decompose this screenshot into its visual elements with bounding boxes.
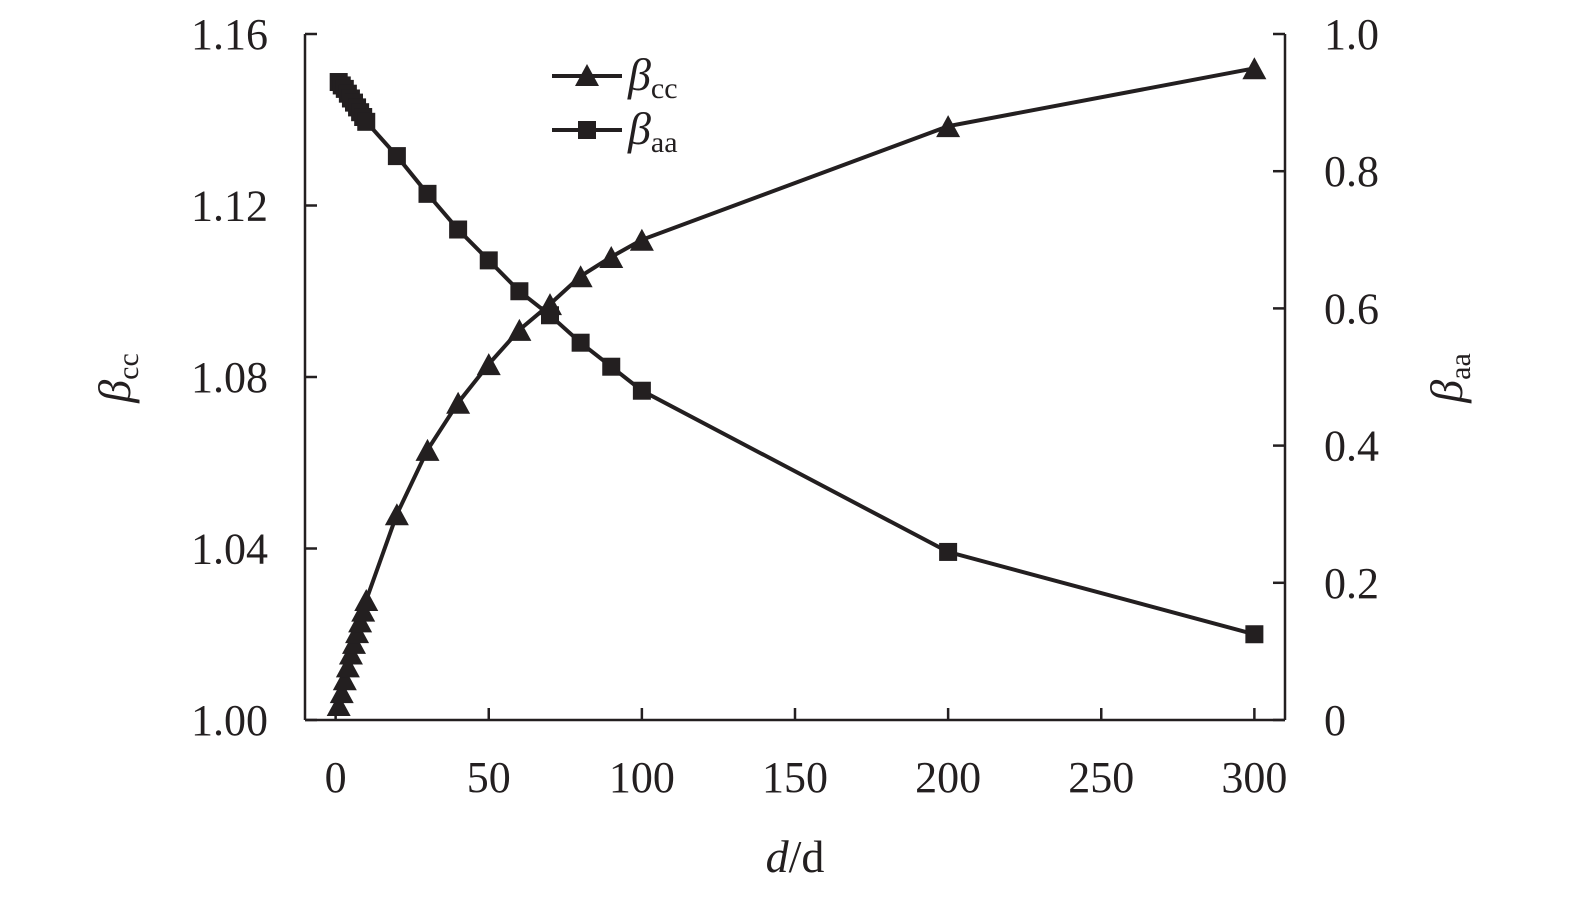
right-y-tick-label: 0.8: [1324, 147, 1379, 196]
left-y-tick-label: 1.16: [191, 10, 268, 59]
point-beta-aa: [418, 184, 437, 203]
x-axis-title: d/d: [766, 831, 825, 882]
right-y-tick-label: 0: [1324, 696, 1346, 745]
point-beta-aa: [571, 333, 590, 352]
x-tick-label: 250: [1068, 753, 1134, 802]
point-beta-cc: [1242, 57, 1267, 80]
right-y-tick-label: 1.0: [1324, 10, 1379, 59]
point-beta-aa: [939, 542, 958, 561]
legend-beta-aa-sub: aa: [651, 126, 678, 159]
left-y-tick-label: 1.00: [191, 696, 268, 745]
right-axis-title-symbol: β: [1421, 380, 1472, 404]
point-beta-aa: [387, 147, 406, 166]
point-beta-cc: [335, 655, 360, 678]
x-tick-label: 300: [1221, 753, 1287, 802]
point-beta-aa: [510, 282, 529, 301]
x-tick-label: 200: [915, 753, 981, 802]
x-axis-title-italic: d: [766, 831, 790, 882]
legend-beta-aa-symbol: β: [627, 103, 651, 154]
left-axis-title-sub: cc: [112, 353, 145, 380]
x-tick-label: 150: [762, 753, 828, 802]
point-beta-cc: [329, 681, 354, 704]
left-axis-title-symbol: β: [89, 380, 140, 404]
right-y-tick-label: 0.2: [1324, 559, 1379, 608]
legend-marker-triangle: [575, 64, 599, 86]
point-beta-aa: [602, 357, 621, 376]
x-tick-label: 0: [325, 753, 347, 802]
point-beta-aa: [632, 381, 651, 400]
left-y-tick-label: 1.08: [191, 353, 268, 402]
x-tick-label: 100: [609, 753, 675, 802]
ticks: 0 50 100 150 200 250 300 1.00 1.04 1.08 1.12 1.16 0 0…: [191, 10, 1379, 802]
point-beta-cc: [476, 353, 501, 376]
right-axis-title-sub: aa: [1444, 353, 1477, 380]
point-beta-cc: [568, 265, 593, 288]
point-beta-aa: [541, 306, 559, 325]
point-beta-cc: [936, 115, 961, 138]
legend-label-beta-cc: βcc: [627, 49, 678, 105]
left-axis-title: βcc: [89, 353, 145, 404]
series-line-beta-aa: [337, 80, 1255, 637]
legend-beta-cc-sub: cc: [651, 72, 678, 105]
point-beta-cc: [326, 693, 351, 716]
right-axis-title: βaa: [1421, 353, 1477, 404]
point-beta-cc: [446, 391, 471, 414]
legend-beta-cc-symbol: β: [627, 49, 651, 100]
point-beta-cc: [415, 438, 440, 461]
point-beta-aa: [449, 220, 468, 239]
point-beta-cc: [507, 318, 532, 341]
point-beta-aa: [357, 112, 376, 131]
legend: βcc βaa: [552, 49, 678, 159]
point-beta-aa: [479, 251, 498, 270]
point-beta-aa: [1245, 625, 1264, 644]
point-beta-cc: [332, 668, 357, 691]
left-y-tick-label: 1.04: [191, 525, 268, 574]
axes: [303, 34, 1287, 722]
point-beta-cc: [599, 245, 624, 268]
x-tick-label: 50: [467, 753, 511, 802]
point-beta-cc: [629, 228, 654, 251]
right-y-tick-label: 0.4: [1324, 422, 1379, 471]
series-line-beta-cc: [336, 66, 1255, 706]
left-y-tick-label: 1.12: [191, 182, 268, 231]
series-layer: [326, 57, 1267, 716]
point-beta-cc: [384, 503, 409, 526]
x-axis-title-rest: /d: [789, 831, 825, 882]
right-y-tick-label: 0.6: [1324, 284, 1379, 333]
legend-label-beta-aa: βaa: [627, 103, 678, 159]
point-beta-cc: [354, 588, 379, 611]
legend-marker-square: [578, 121, 596, 139]
